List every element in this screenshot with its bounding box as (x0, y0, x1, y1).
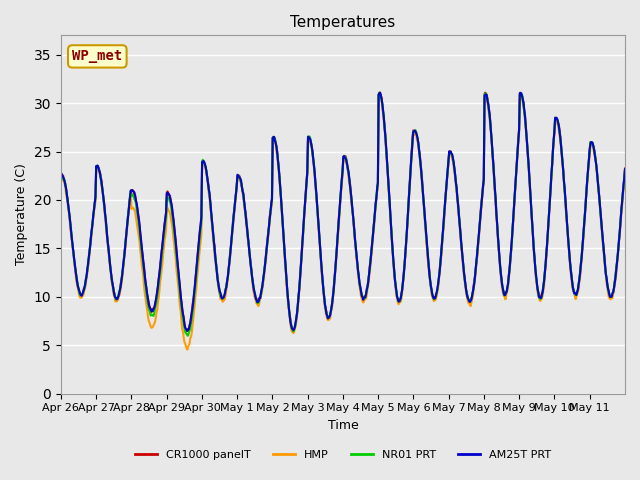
Title: Temperatures: Temperatures (291, 15, 396, 30)
X-axis label: Time: Time (328, 419, 358, 432)
Legend: CR1000 panelT, HMP, NR01 PRT, AM25T PRT: CR1000 panelT, HMP, NR01 PRT, AM25T PRT (130, 446, 556, 465)
Y-axis label: Temperature (C): Temperature (C) (15, 164, 28, 265)
Text: WP_met: WP_met (72, 49, 122, 63)
